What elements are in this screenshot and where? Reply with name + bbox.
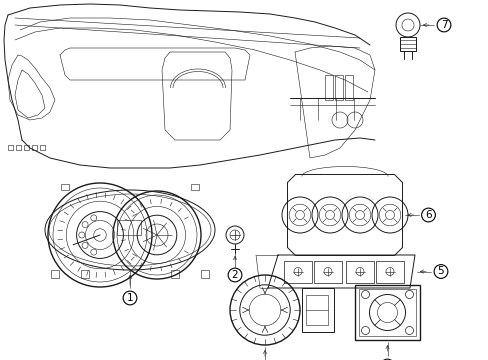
Bar (201, 270, 208, 278)
Bar (313, 261, 341, 283)
Bar (346, 261, 373, 283)
Bar (8, 145, 13, 150)
Text: 2: 2 (231, 270, 238, 280)
Bar (51, 270, 59, 278)
Bar (325, 75, 332, 100)
Bar (191, 184, 199, 190)
Bar (375, 261, 403, 283)
Bar (116, 220, 140, 235)
Bar (358, 289, 415, 336)
Text: 7: 7 (440, 20, 447, 30)
Bar (40, 145, 45, 150)
Bar (334, 75, 342, 100)
Bar (354, 285, 419, 340)
Bar (345, 75, 352, 100)
Bar (16, 145, 21, 150)
Text: 1: 1 (126, 293, 133, 303)
Bar (302, 288, 333, 332)
Bar (32, 145, 37, 150)
Text: 5: 5 (437, 266, 444, 276)
Bar (305, 295, 327, 325)
Bar (284, 261, 311, 283)
Bar (24, 145, 29, 150)
Bar (61, 184, 69, 190)
Bar (171, 270, 179, 278)
Bar (81, 270, 89, 278)
Bar (399, 37, 415, 51)
Text: 6: 6 (425, 210, 431, 220)
